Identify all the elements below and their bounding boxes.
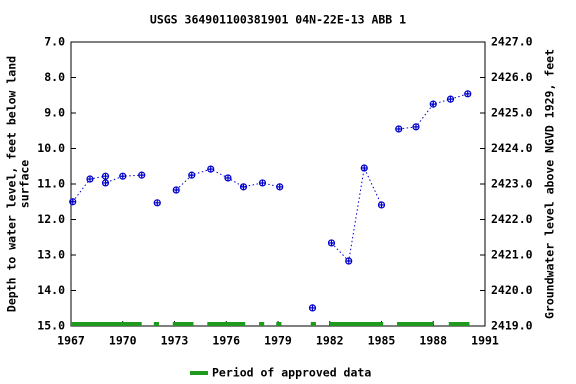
data-point-part bbox=[188, 172, 195, 179]
data-point bbox=[345, 257, 353, 265]
data-point bbox=[86, 175, 94, 183]
y2-axis-title: Groundwater level above NGVD 1929, feet bbox=[543, 49, 557, 319]
x-tick-label: 1991 bbox=[471, 334, 499, 348]
data-point-part bbox=[395, 125, 402, 132]
x-tick-label: 1985 bbox=[368, 334, 396, 348]
data-point bbox=[258, 179, 267, 187]
y-tick-label: 11.0 bbox=[37, 177, 65, 191]
data-point-part bbox=[361, 165, 368, 172]
data-point bbox=[101, 172, 110, 180]
data-point-part bbox=[69, 198, 76, 205]
approved-period bbox=[310, 322, 316, 326]
data-point-part bbox=[328, 239, 335, 246]
y2-tick-label: 2419.0 bbox=[491, 319, 533, 333]
x-tick-label: 1988 bbox=[419, 334, 447, 348]
y2-tick-label: 2427.0 bbox=[491, 35, 533, 49]
data-point bbox=[327, 239, 336, 247]
data-point bbox=[138, 171, 146, 179]
data-point bbox=[429, 100, 437, 108]
data-point-part bbox=[138, 172, 145, 179]
data-point bbox=[360, 164, 368, 172]
x-tick-label: 1973 bbox=[161, 334, 189, 348]
data-point bbox=[188, 171, 196, 179]
data-point bbox=[153, 199, 161, 207]
x-tick-label: 1982 bbox=[316, 334, 344, 348]
x-tick-label: 1970 bbox=[109, 334, 137, 348]
data-point-part bbox=[173, 187, 180, 194]
data-point bbox=[308, 304, 317, 312]
approved-period bbox=[448, 322, 470, 326]
data-point bbox=[412, 123, 420, 131]
approved-period bbox=[276, 322, 282, 326]
data-point-part bbox=[276, 183, 283, 190]
data-point-part bbox=[447, 96, 454, 103]
data-point bbox=[207, 165, 215, 173]
data-point bbox=[464, 90, 472, 98]
data-point-part bbox=[207, 166, 214, 173]
data-point-part bbox=[413, 123, 419, 130]
data-point bbox=[224, 174, 232, 182]
data-point-part bbox=[154, 199, 161, 206]
y-axis-title-line: Depth to water level, feet below land bbox=[5, 56, 19, 312]
y2-tick-label: 2424.0 bbox=[491, 141, 533, 155]
data-point-part bbox=[430, 101, 437, 108]
data-point bbox=[172, 186, 180, 194]
legend-label: Period of approved data bbox=[212, 366, 371, 380]
data-point-part bbox=[378, 201, 385, 208]
y-tick-label: 15.0 bbox=[37, 319, 65, 333]
y-tick-label: 10.0 bbox=[37, 141, 65, 155]
x-tick-label: 1967 bbox=[57, 334, 85, 348]
data-point bbox=[239, 183, 248, 191]
data-point-part bbox=[102, 179, 109, 186]
approved-period bbox=[207, 322, 246, 326]
data-point-part bbox=[309, 304, 316, 311]
y2-tick-label: 2425.0 bbox=[491, 106, 533, 120]
x-tick-label: 1976 bbox=[212, 334, 240, 348]
data-point bbox=[395, 125, 403, 133]
data-point-part bbox=[240, 183, 247, 190]
y-tick-label: 14.0 bbox=[37, 283, 65, 297]
data-point-part bbox=[102, 173, 109, 180]
approved-period bbox=[397, 322, 434, 326]
data-point bbox=[377, 201, 386, 209]
data-point-part bbox=[119, 173, 126, 180]
y-axis-title: Depth to water level, feet below land su… bbox=[5, 56, 32, 312]
y2-tick-label: 2421.0 bbox=[491, 248, 533, 262]
approved-period bbox=[259, 322, 265, 326]
y-tick-label: 13.0 bbox=[37, 248, 65, 262]
data-point bbox=[101, 179, 110, 187]
y-axis-title-line: surface bbox=[18, 160, 32, 209]
y-tick-label: 8.0 bbox=[44, 70, 65, 84]
y2-tick-label: 2426.0 bbox=[491, 70, 533, 84]
approved-period bbox=[172, 322, 194, 326]
x-tick-label: 1979 bbox=[264, 334, 292, 348]
data-point-part bbox=[259, 179, 266, 186]
approved-period bbox=[153, 322, 159, 326]
y2-tick-label: 2422.0 bbox=[491, 212, 533, 226]
y2-tick-label: 2423.0 bbox=[491, 177, 533, 191]
data-point bbox=[276, 183, 284, 191]
y-tick-label: 9.0 bbox=[44, 106, 65, 120]
approved-period bbox=[329, 322, 384, 326]
y-tick-label: 7.0 bbox=[44, 35, 65, 49]
data-point bbox=[119, 172, 127, 180]
chart-title: USGS 364901100381901 04N-22E-13 ABB 1 bbox=[150, 13, 406, 27]
y2-tick-label: 2420.0 bbox=[491, 283, 533, 297]
data-point-part bbox=[86, 176, 93, 183]
y-tick-label: 12.0 bbox=[37, 212, 65, 226]
data-point-part bbox=[464, 90, 471, 97]
data-point-part bbox=[345, 258, 352, 265]
data-point bbox=[446, 95, 455, 103]
approved-period bbox=[71, 322, 142, 326]
data-point-part bbox=[224, 174, 231, 181]
data-line bbox=[72, 93, 468, 263]
data-point bbox=[69, 198, 77, 206]
